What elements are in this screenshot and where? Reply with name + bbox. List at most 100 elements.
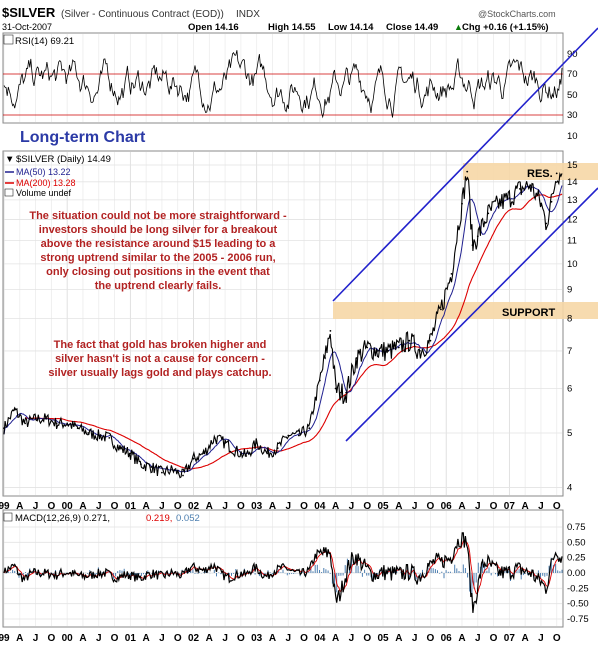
price-point	[318, 379, 321, 382]
x-tick-label: J	[222, 501, 228, 512]
price-point	[234, 449, 237, 452]
price-line	[3, 171, 563, 479]
x-tick-label: A	[332, 501, 339, 512]
price-point	[266, 452, 269, 455]
support-band	[333, 302, 598, 319]
price-point	[108, 437, 111, 439]
x-tick-label: J	[159, 501, 165, 512]
price-point	[355, 357, 358, 359]
rsi-tick-10: 10	[567, 131, 578, 142]
low-label: Low 14.14	[328, 22, 374, 33]
macd-tick-label: -0.75	[567, 614, 589, 625]
x-tick-label: 01	[125, 633, 137, 644]
resistance-band	[463, 163, 598, 180]
price-point	[66, 422, 69, 425]
x-tick-label: 99	[0, 501, 10, 512]
x-tick-label: O	[47, 501, 55, 512]
ma50-line	[3, 185, 563, 473]
macd-hist-label: 0.052	[176, 513, 200, 524]
x-tick-label: J	[349, 501, 355, 512]
price-point	[308, 427, 311, 430]
x-tick-label: O	[490, 633, 498, 644]
x-tick-label: J	[412, 633, 418, 644]
price-point	[45, 417, 47, 420]
x-axis-main: 99 A J O 00 A J O 01 A J O 02 A J O 03 A J O 04 A J O 05 A J O 06 A J O…	[0, 501, 561, 512]
x-tick-label: J	[349, 633, 355, 644]
price-point	[466, 170, 469, 173]
price-ticks: 15 14 13 12 11 10 9 8 7 6 5 4	[567, 160, 578, 493]
source-label: @StockCharts.com	[478, 9, 556, 19]
macd-tick-label: -0.25	[567, 583, 589, 594]
price-point	[118, 447, 121, 449]
price-point	[245, 455, 248, 457]
price-point	[161, 471, 163, 474]
macd-grid	[3, 511, 562, 626]
price-point	[224, 442, 227, 444]
resistance-label: RES.	[527, 168, 553, 180]
ma50-legend-label: MA(50) 13.22	[16, 167, 71, 177]
x-tick-label: 02	[188, 501, 200, 512]
support-label: SUPPORT	[502, 307, 555, 319]
x-tick-label: 06	[441, 633, 453, 644]
macd-label: MACD(12,26,9) 0.271,	[15, 513, 110, 524]
price-point	[450, 273, 453, 275]
price-point	[150, 466, 153, 468]
x-tick-label: 03	[251, 501, 263, 512]
price-point	[97, 434, 100, 437]
price-point	[129, 452, 132, 455]
macd-panel: MACD(12,26,9) 0.271, 0.219, 0.052 0.750.…	[2, 509, 589, 628]
volume-legend-label: Volume undef	[16, 188, 72, 198]
x-tick-label: J	[33, 501, 39, 512]
x-tick-label: J	[538, 633, 544, 644]
price-tick-label: 9	[567, 285, 572, 296]
channel-lower-line	[345, 187, 598, 442]
x-tick-label: O	[111, 501, 119, 512]
chart-header: $SILVER (Silver - Continuous Contract (E…	[2, 5, 556, 33]
price-legend-label: $SILVER (Daily) 14.49	[16, 154, 111, 165]
x-tick-label: A	[143, 501, 150, 512]
price-legend: ▼ $SILVER (Daily) 14.49 MA(50) 13.22 MA(…	[4, 154, 111, 198]
x-tick-label: A	[206, 633, 213, 644]
price-point	[555, 172, 558, 175]
price-points	[3, 170, 558, 477]
price-point	[297, 434, 300, 437]
price-tick-label: 13	[567, 195, 578, 206]
x-tick-label: O	[174, 633, 182, 644]
price-point	[440, 308, 442, 311]
annotation-2-line-3: silver usually lags gold and plays catch…	[48, 367, 271, 379]
x-tick-label: O	[490, 501, 498, 512]
long-term-chart-title: Long-term Chart	[20, 129, 146, 146]
x-tick-label: 06	[441, 501, 453, 512]
price-point	[34, 417, 37, 420]
rsi-grid	[3, 34, 558, 122]
price-point	[24, 422, 26, 425]
price-point	[387, 350, 390, 352]
price-tick-label: 14	[567, 177, 578, 188]
annotation-1-line-3: above the resistance around $15 leading …	[41, 238, 277, 250]
macd-tick-label: 0.25	[567, 553, 586, 564]
price-point	[287, 434, 290, 437]
exchange-label: INDX	[236, 9, 260, 20]
price-point	[487, 212, 490, 215]
close-label: Close 14.49	[386, 22, 438, 33]
x-tick-label: J	[33, 633, 39, 644]
price-point	[471, 244, 474, 247]
x-tick-label: A	[395, 633, 402, 644]
x-tick-label: O	[237, 501, 245, 512]
price-point	[255, 442, 258, 444]
price-point	[171, 468, 174, 471]
x-tick-label: O	[427, 633, 435, 644]
price-point	[140, 463, 142, 466]
macd-tick-label: 0.00	[567, 568, 586, 579]
x-tick-label: J	[475, 501, 481, 512]
price-point	[540, 202, 542, 205]
x-tick-label: A	[143, 633, 150, 644]
x-tick-label: O	[174, 501, 182, 512]
x-tick-label: 04	[314, 633, 326, 644]
annotation-1-line-1: The situation could not be more straight…	[29, 210, 287, 222]
price-tick-label: 12	[567, 214, 578, 225]
price-point	[340, 391, 342, 394]
x-tick-label: J	[96, 501, 102, 512]
price-point	[182, 474, 184, 477]
